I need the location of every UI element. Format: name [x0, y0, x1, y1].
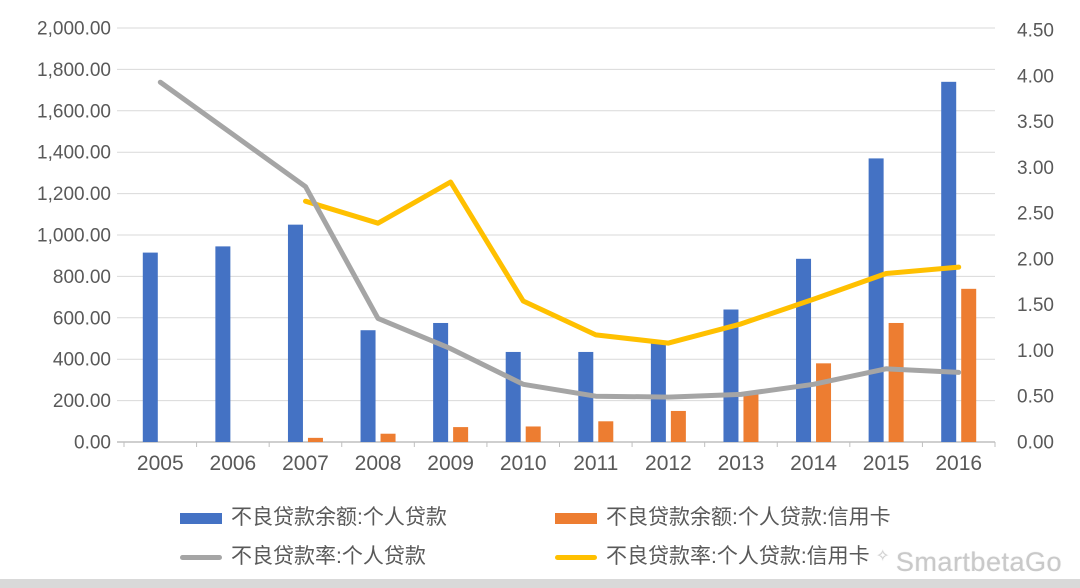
right-axis-tick-label: 3.00 [1017, 158, 1054, 179]
bar-blue-2015 [868, 158, 884, 442]
left-axis-tick-label: 2,000.00 [37, 19, 111, 40]
left-axis-tick-label: 1,400.00 [37, 143, 111, 164]
legend-item-npl-balance-creditcard: 不良贷款余额:个人贷款:信用卡 [555, 506, 891, 530]
x-axis-tick-label: 2013 [718, 452, 765, 475]
right-axis-tick-label: 4.50 [1017, 21, 1054, 42]
bar-blue-2012 [650, 342, 666, 442]
bottom-divider [0, 579, 1080, 588]
left-axis-tick-label: 800.00 [53, 267, 111, 288]
legend-item-npl-balance-personal: 不良贷款余额:个人贷款 [180, 506, 447, 530]
left-axis-tick-label: 600.00 [53, 308, 111, 329]
left-axis-tick-label: 400.00 [53, 350, 111, 371]
bar-blue-2010 [505, 351, 521, 442]
plot-area: 0.00 200.00 400.00 600.00 800.00 1,000.00 1,20… [37, 19, 1054, 476]
x-axis-tick-label: 2005 [137, 452, 184, 475]
legend-label: 不良贷款余额:个人贷款:信用卡 [606, 506, 891, 529]
legend-label: 不良贷款率:个人贷款 [231, 545, 426, 568]
right-axis-tick-label: 2.00 [1017, 249, 1054, 270]
x-axis-tick-label: 2011 [573, 452, 618, 475]
bar-blue-2007 [287, 224, 303, 442]
bar-orange-2008 [380, 433, 396, 442]
bar-blue-2006 [215, 246, 231, 442]
legend-label: 不良贷款余额:个人贷款 [231, 506, 447, 529]
sparkle-icon: ✧ [876, 547, 890, 565]
x-axis-tick-label: 2014 [790, 452, 837, 475]
bar-orange-2009 [453, 427, 469, 442]
legend-item-npl-ratio-personal: 不良贷款率:个人贷款 [180, 545, 426, 569]
x-axis-tick-label: 2010 [500, 452, 547, 475]
bar-blue-2014 [796, 258, 812, 442]
x-axis-tick-label: 2016 [935, 452, 982, 475]
x-axis-tick-label: 2009 [427, 452, 474, 475]
bar-orange-2010 [525, 426, 541, 442]
right-axis-tick-label: 3.50 [1017, 112, 1054, 133]
right-axis-tick-label: 4.00 [1017, 66, 1054, 87]
bar-orange-2011 [598, 421, 614, 442]
watermark-text: SmartbetaGo [895, 547, 1062, 577]
bar-blue-2016 [941, 81, 957, 442]
bar-orange-2012 [670, 410, 686, 442]
x-axis-tick-label: 2008 [355, 452, 402, 475]
right-axis-tick-label: 0.50 [1017, 387, 1054, 408]
x-axis-tick-label: 2006 [210, 452, 257, 475]
line-series-gray [157, 79, 962, 400]
legend-label: 不良贷款率:个人贷款:信用卡 [606, 545, 870, 568]
gray-line-swatch-icon [180, 554, 222, 560]
watermark: ✧ SmartbetaGo [876, 547, 1062, 578]
bar-orange-2014 [816, 363, 832, 442]
bar-orange-2016 [961, 288, 977, 442]
right-axis-tick-label: 1.00 [1017, 341, 1054, 362]
bar-orange-2013 [743, 393, 759, 442]
left-axis-tick-label: 1,200.00 [37, 184, 111, 205]
bar-blue-2013 [723, 309, 739, 442]
x-axis-tick-label: 2012 [645, 452, 692, 475]
right-axis-tick-label: 0.00 [1017, 433, 1054, 454]
left-axis-tick-label: 1,000.00 [37, 226, 111, 247]
bar-orange-2015 [888, 322, 904, 442]
yellow-line-swatch-icon [555, 554, 597, 560]
left-axis-tick-label: 1,600.00 [37, 101, 111, 122]
right-axis-tick-label: 1.50 [1017, 295, 1054, 316]
blue-bar-swatch-icon [180, 512, 222, 524]
bar-blue-2005 [142, 252, 158, 442]
left-axis-tick-label: 200.00 [53, 391, 111, 412]
left-axis-tick-label: 1,800.00 [37, 60, 111, 81]
legend-item-npl-ratio-creditcard: 不良贷款率:个人贷款:信用卡 [555, 545, 870, 569]
x-axis-tick-label: 2007 [282, 452, 329, 475]
left-axis-tick-label: 0.00 [74, 433, 111, 454]
x-axis-tick-label: 2015 [863, 452, 910, 475]
line-series-yellow [303, 179, 962, 346]
bar-blue-2009 [433, 322, 449, 442]
orange-bar-swatch-icon [555, 512, 597, 524]
bar-blue-2008 [360, 330, 376, 442]
bar-orange-2007 [307, 437, 323, 442]
right-axis-tick-label: 2.50 [1017, 204, 1054, 225]
